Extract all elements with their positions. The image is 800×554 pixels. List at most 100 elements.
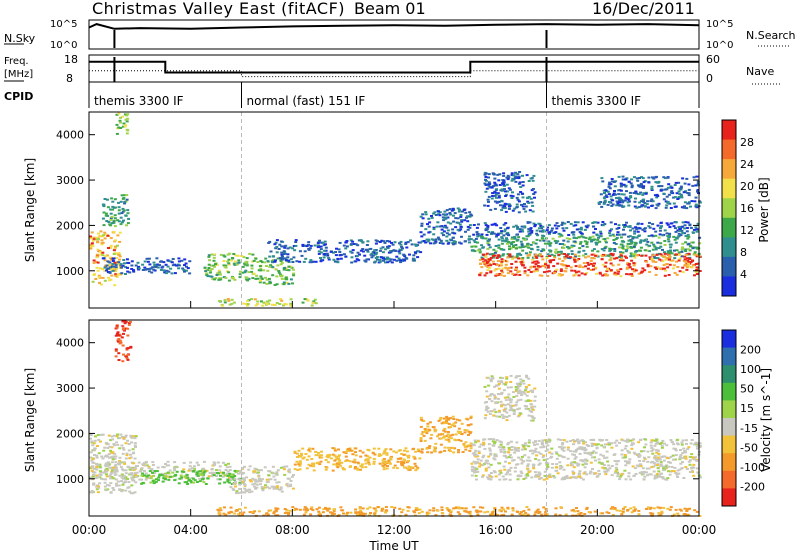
data-cell	[544, 475, 548, 477]
data-cell	[122, 259, 126, 261]
data-cell	[254, 257, 258, 260]
data-cell	[447, 233, 451, 236]
data-cell	[626, 201, 630, 204]
data-cell	[649, 506, 653, 509]
data-cell	[530, 476, 534, 479]
data-cell	[250, 264, 254, 267]
data-cell	[619, 182, 623, 185]
data-cell	[271, 259, 275, 262]
data-cell	[653, 464, 657, 467]
data-cell	[612, 181, 616, 183]
data-cell	[645, 243, 649, 246]
data-cell	[534, 254, 538, 257]
data-cell	[499, 204, 502, 207]
data-cell	[420, 510, 424, 513]
data-cell	[156, 263, 160, 266]
data-cell	[662, 469, 665, 472]
data-cell	[282, 245, 286, 248]
data-cell	[571, 470, 575, 473]
data-cell	[633, 253, 637, 256]
data-cell	[291, 282, 294, 285]
data-cell	[618, 441, 621, 444]
data-cell	[504, 193, 508, 196]
data-cell	[329, 511, 332, 514]
data-cell	[529, 197, 533, 200]
data-cell	[573, 240, 577, 243]
data-cell	[605, 450, 609, 453]
data-cell	[507, 187, 511, 190]
data-cell	[661, 234, 665, 237]
data-cell	[280, 245, 284, 248]
data-cell	[471, 443, 475, 446]
data-cell	[396, 460, 400, 463]
data-cell	[637, 272, 641, 275]
data-cell	[314, 450, 318, 453]
data-cell	[531, 188, 535, 190]
data-cell	[627, 475, 631, 478]
data-cell	[296, 469, 300, 471]
data-cell	[114, 461, 118, 464]
data-cell	[457, 210, 461, 213]
data-cell	[320, 456, 324, 459]
data-cell	[556, 262, 560, 265]
data-cell	[240, 480, 244, 483]
data-cell	[157, 476, 161, 479]
data-cell	[104, 489, 108, 492]
data-cell	[95, 456, 99, 459]
data-cell	[629, 195, 633, 198]
data-cell	[125, 348, 129, 351]
data-cell	[236, 492, 240, 495]
data-cell	[396, 457, 400, 460]
data-cell	[617, 263, 621, 266]
data-cell	[443, 430, 447, 433]
data-cell	[692, 176, 696, 179]
data-cell	[546, 253, 550, 256]
data-cell	[272, 475, 276, 478]
data-cell	[555, 466, 559, 469]
data-cell	[323, 249, 327, 252]
data-cell	[227, 462, 230, 465]
data-cell	[681, 232, 685, 234]
data-cell	[505, 233, 509, 235]
data-cell	[517, 474, 521, 477]
data-cell	[359, 455, 363, 458]
data-cell	[209, 264, 213, 267]
data-cell	[483, 182, 487, 185]
data-cell	[95, 256, 99, 259]
data-cell	[257, 471, 260, 474]
data-cell	[438, 225, 442, 228]
data-cell	[148, 470, 152, 473]
data-cell	[662, 459, 666, 462]
data-cell	[695, 230, 699, 233]
data-cell	[210, 471, 214, 474]
data-cell	[238, 511, 242, 514]
data-cell	[592, 257, 596, 260]
data-cell	[610, 446, 614, 449]
data-cell	[423, 439, 427, 442]
data-cell	[406, 455, 410, 458]
data-cell	[541, 258, 545, 261]
data-cell	[671, 259, 675, 262]
data-cell	[397, 449, 401, 452]
data-cell	[606, 469, 610, 472]
data-cell	[213, 265, 216, 268]
data-cell	[597, 458, 601, 461]
data-cell	[499, 376, 503, 379]
data-cell	[226, 478, 230, 481]
data-cell	[553, 256, 557, 259]
data-cell	[496, 201, 500, 203]
data-cell	[265, 481, 269, 484]
data-cell	[451, 236, 455, 239]
data-cell	[228, 472, 232, 475]
data-cell	[225, 472, 229, 475]
data-cell	[126, 353, 130, 356]
data-cell	[557, 253, 561, 256]
data-cell	[479, 271, 483, 274]
data-cell	[488, 394, 492, 397]
data-cell	[683, 263, 687, 266]
data-cell	[370, 252, 374, 255]
data-cell	[669, 251, 673, 253]
data-cell	[687, 194, 691, 197]
nsearch-label: N.Search	[746, 29, 796, 42]
